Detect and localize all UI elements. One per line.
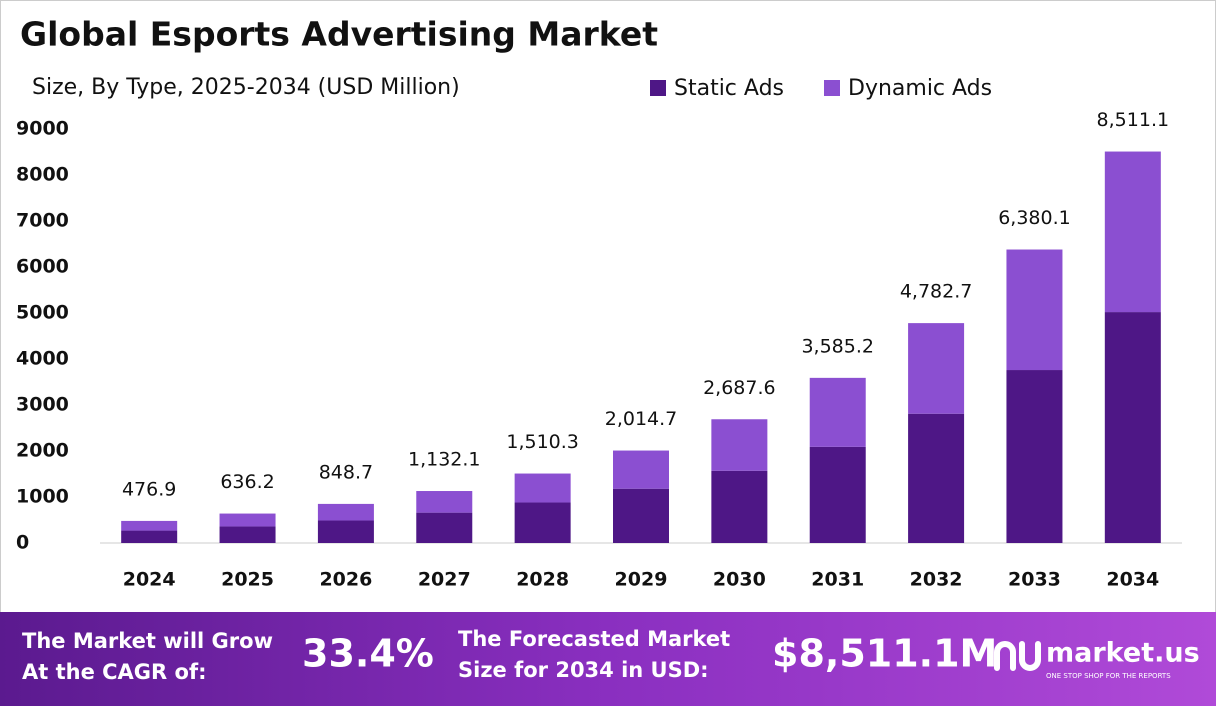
bar-segment	[1104, 151, 1161, 313]
chart-subtitle: Size, By Type, 2025-2034 (USD Million)	[32, 75, 460, 100]
x-tick-label: 2029	[615, 569, 668, 591]
legend-label: Dynamic Ads	[848, 76, 992, 101]
brand-tagline: ONE STOP SHOP FOR THE REPORTS	[1046, 672, 1171, 680]
total-label: 636.2	[220, 471, 274, 493]
x-tick-label: 2028	[516, 569, 569, 591]
chart-title: Global Esports Advertising Market	[20, 15, 658, 54]
y-tick-label: 5000	[16, 302, 69, 324]
total-label: 8,511.1	[1097, 109, 1170, 131]
total-label: 3,585.2	[801, 336, 874, 358]
x-tick-label: 2034	[1106, 569, 1159, 591]
cagr-text: At the CAGR of:	[22, 660, 207, 684]
y-tick-label: 0	[16, 532, 29, 554]
bar-segment	[613, 488, 669, 543]
bar-segment	[711, 419, 768, 471]
legend-label: Static Ads	[674, 76, 784, 101]
bar-segment	[1006, 249, 1063, 371]
y-tick-label: 1000	[16, 486, 69, 508]
y-tick-label: 8000	[16, 164, 69, 186]
y-tick-label: 9000	[16, 118, 69, 140]
y-tick-label: 3000	[16, 394, 69, 416]
total-label: 848.7	[319, 461, 373, 483]
bar-segment	[219, 513, 276, 527]
bar-segment	[121, 530, 178, 543]
bar-segment	[219, 526, 276, 543]
bar-segment	[121, 520, 178, 531]
total-label: 476.9	[122, 479, 176, 501]
bar-segment	[908, 323, 965, 414]
bar-segment	[317, 503, 374, 521]
bar-segment	[1006, 370, 1063, 543]
bar-segment	[613, 450, 669, 489]
x-tick-label: 2032	[910, 569, 963, 591]
x-tick-label: 2031	[811, 569, 864, 591]
x-tick-label: 2027	[418, 569, 471, 591]
brand-logo	[994, 641, 1041, 671]
y-tick-label: 4000	[16, 348, 69, 370]
forecast-text: The Forecasted Market	[458, 627, 730, 651]
cagr-text: The Market will Grow	[22, 629, 273, 653]
x-tick-label: 2030	[713, 569, 766, 591]
legend-swatch	[650, 80, 666, 96]
total-label: 1,510.3	[506, 431, 579, 453]
y-tick-label: 7000	[16, 210, 69, 232]
total-label: 1,132.1	[408, 448, 481, 470]
bar-segment	[514, 473, 571, 503]
bar-segment	[809, 446, 866, 543]
bar-segment	[514, 502, 571, 543]
total-label: 4,782.7	[900, 280, 973, 302]
y-tick-label: 6000	[16, 256, 69, 278]
total-label: 6,380.1	[998, 207, 1071, 229]
cagr-value: 33.4%	[302, 632, 434, 676]
x-tick-label: 2033	[1008, 569, 1061, 591]
legend-swatch	[824, 80, 840, 96]
total-label: 2,687.6	[703, 377, 776, 399]
total-label: 2,014.7	[605, 408, 678, 430]
bar-segment	[1104, 312, 1161, 543]
forecast-value: $8,511.1M	[772, 632, 997, 676]
bar-segment	[317, 520, 374, 543]
bar-segment	[711, 470, 768, 543]
brand-name: market.us	[1046, 638, 1200, 669]
x-tick-label: 2025	[221, 569, 274, 591]
bar-segment	[809, 377, 866, 447]
forecast-text: Size for 2034 in USD:	[458, 658, 709, 682]
bar-segment	[416, 491, 473, 513]
bar-segment	[908, 413, 965, 543]
bar-segment	[416, 512, 473, 543]
y-tick-label: 2000	[16, 440, 69, 462]
x-tick-label: 2026	[319, 569, 372, 591]
x-tick-label: 2024	[123, 569, 176, 591]
